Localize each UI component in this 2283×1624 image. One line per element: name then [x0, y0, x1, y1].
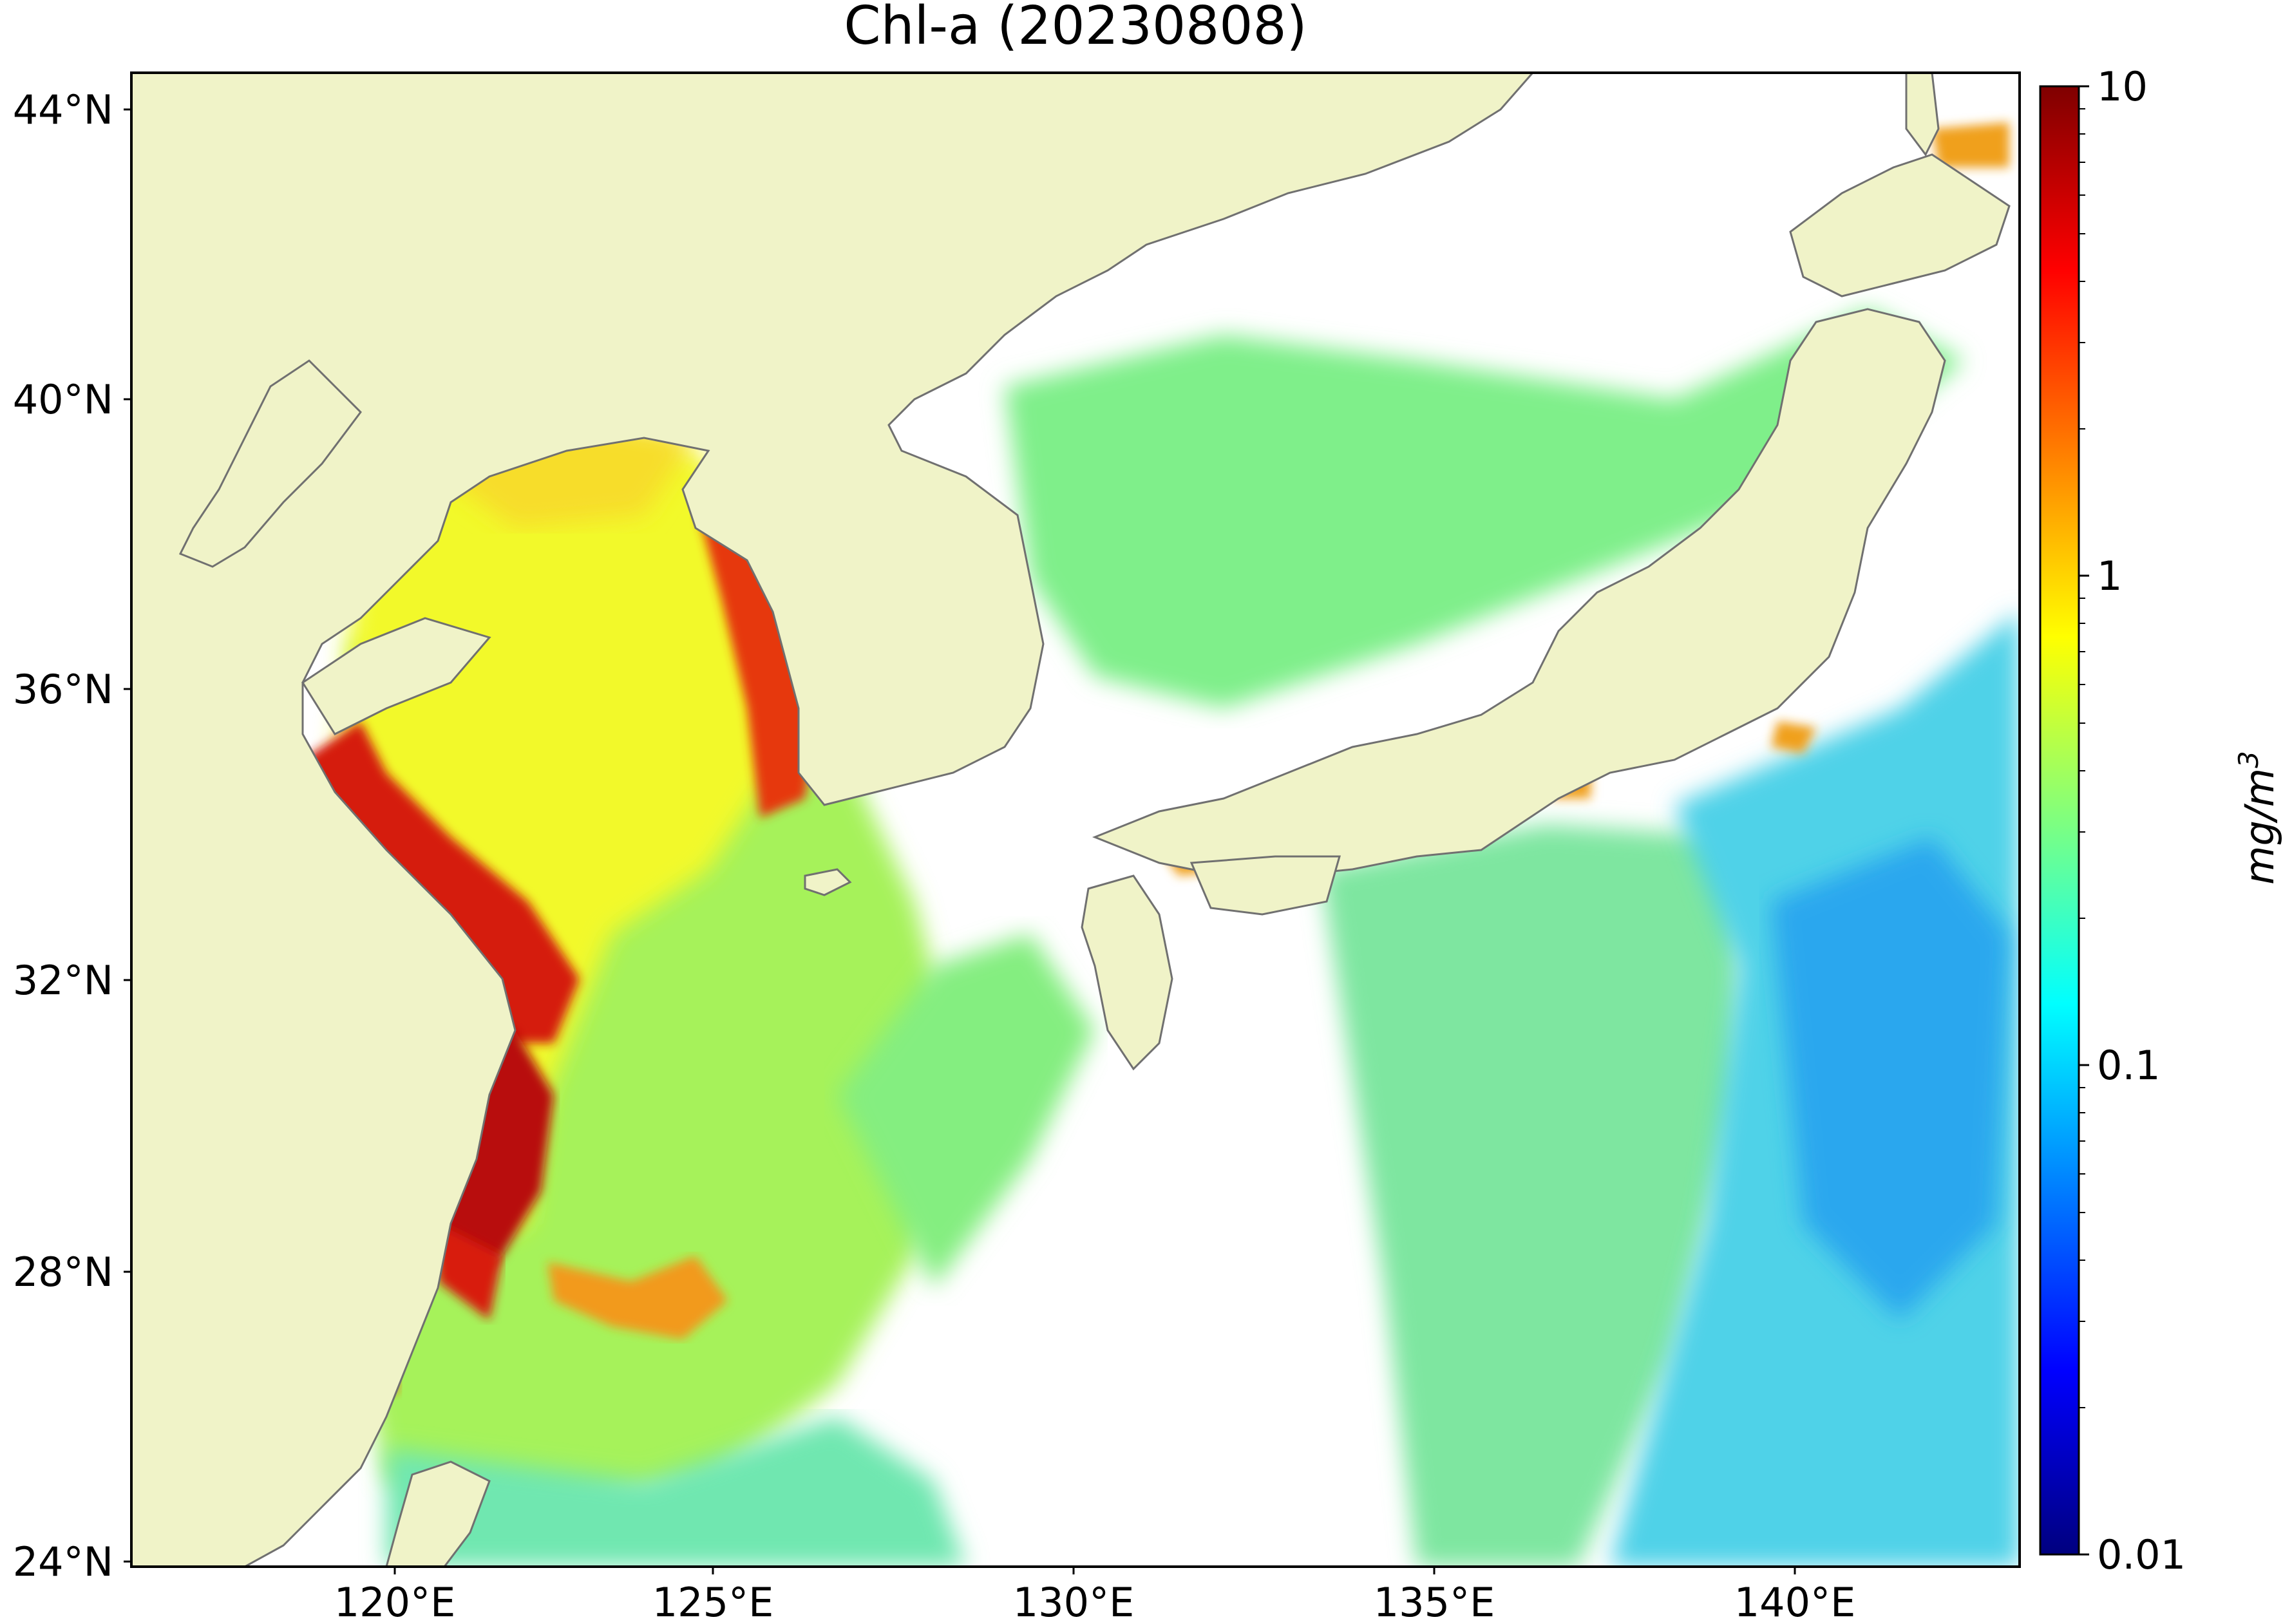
colorbar-unit-label: mg/m3 [2233, 751, 2283, 885]
chl-okinawa-band [837, 934, 1095, 1288]
land-japan-kyushu [1081, 874, 1173, 1071]
colorbar: 10 1 0.1 0.01 [2039, 63, 2283, 1578]
lat-label-36: 36°N [13, 666, 113, 713]
map-title: Chl-a (20230808) [844, 0, 1307, 57]
land-japan-hokkaido [1789, 153, 2011, 297]
colorbar-unit-superscript: 3 [2233, 751, 2264, 768]
land-taiwan [385, 1460, 491, 1567]
lon-label-125: 125°E [652, 1579, 774, 1624]
chl-east-sea [1005, 309, 1964, 708]
land-shandong-peninsula [301, 617, 491, 735]
chl-pacific-blue-patch [1771, 837, 2009, 1320]
colorbar-frame [2039, 85, 2080, 1556]
map-area [131, 73, 2020, 1567]
chl-jiangsu-coast [303, 721, 580, 1043]
colorbar-gradient [2040, 86, 2079, 1554]
land-asia-mainland [131, 73, 1534, 1567]
cb-label-0.1: 0.1 [2097, 1042, 2161, 1089]
lon-label-140: 140°E [1734, 1579, 1856, 1624]
lon-label-130: 130°E [1013, 1579, 1135, 1624]
lon-axis: 120°E 125°E 130°E 135°E 140°E [334, 1567, 1856, 1624]
chl-pacific-west [1320, 824, 1739, 1567]
map-frame [130, 71, 2021, 1568]
chl-south-ocean [386, 1417, 966, 1567]
land-sakhalin [1905, 73, 1940, 156]
colorbar-unit-text: mg/m [2236, 768, 2283, 885]
lat-label-40: 40°N [13, 376, 113, 423]
lat-label-32: 32°N [13, 957, 113, 1004]
chl-filament-orange [547, 1256, 728, 1339]
cb-label-0.01: 0.01 [2097, 1531, 2186, 1578]
lat-label-44: 44°N [13, 86, 113, 133]
chl-korea-west-coast [696, 502, 818, 818]
cb-label-1: 1 [2097, 552, 2122, 600]
land-japan-shikoku [1189, 855, 1341, 916]
lat-label-28: 28°N [13, 1249, 113, 1296]
chl-zhejiang-coast [438, 1223, 502, 1320]
land-japan-honshu [1092, 308, 1946, 877]
lon-label-120: 120°E [334, 1579, 456, 1624]
land-masses [131, 73, 2011, 1567]
land-liaodong-peninsula [178, 359, 362, 568]
lon-label-135: 135°E [1374, 1579, 1495, 1624]
cb-label-10: 10 [2097, 63, 2148, 110]
land-jeju [804, 868, 852, 896]
chlorophyll-field [283, 122, 2020, 1567]
lat-axis: 44°N 40°N 36°N 32°N 28°N 24°N [13, 86, 131, 1585]
lat-label-24: 24°N [13, 1538, 113, 1585]
cb-minor-ticks [2079, 108, 2085, 1408]
